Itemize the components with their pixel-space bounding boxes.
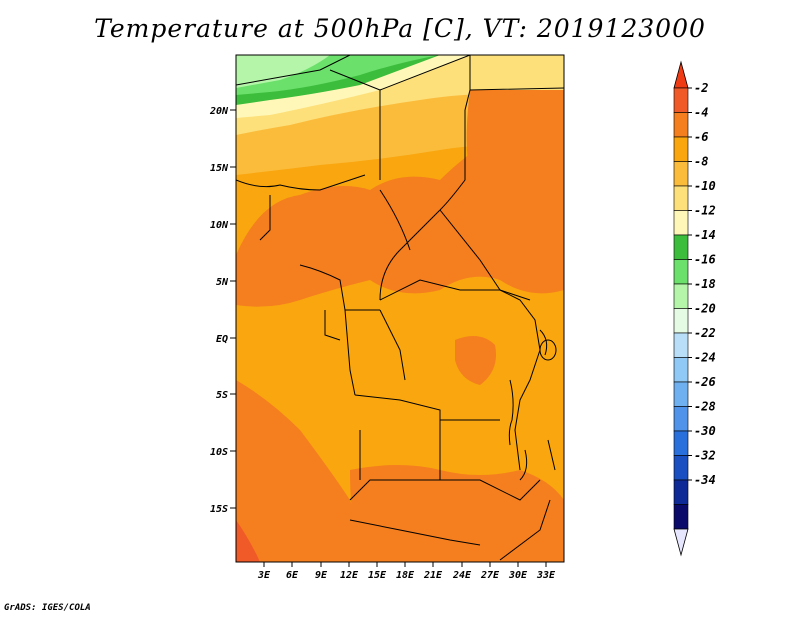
colorbar-swatch: [673, 308, 689, 334]
colorbar-top-arrow: [673, 60, 689, 89]
longitude-axis: 3E 6E 9E 12E 15E 18E 21E 24E 27E 30E 33E: [257, 562, 556, 581]
colorbar-label: -16: [694, 253, 716, 267]
colorbar-label: -20: [694, 302, 716, 316]
colorbar-swatch: [673, 332, 689, 358]
colorbar-label: -28: [694, 400, 716, 414]
lon-label-6e: 6E: [286, 570, 299, 581]
colorbar-swatch: [673, 283, 689, 309]
temperature-field: [236, 55, 564, 562]
lat-label-10n: 10N: [210, 220, 229, 231]
colorbar-label: -18: [694, 277, 716, 291]
colorbar-label: -6: [694, 130, 708, 144]
lon-label-21e: 21E: [423, 570, 443, 581]
colorbar-label: -12: [694, 204, 716, 218]
colorbar-label: -26: [694, 375, 716, 389]
colorbar-swatch: [673, 504, 689, 530]
colorbar-label: -32: [694, 449, 716, 463]
colorbar-swatch: [673, 161, 689, 187]
lon-label-30e: 30E: [508, 570, 528, 581]
colorbar-label: -24: [694, 351, 716, 365]
colorbar-label: -2: [694, 81, 708, 95]
lon-label-9e: 9E: [315, 570, 328, 581]
colorbar-swatch: [673, 406, 689, 432]
colorbar-label: -30: [694, 424, 716, 438]
colorbar-swatch: [673, 234, 689, 260]
map-title: Temperature at 500hPa [C], VT: 201912300…: [94, 14, 706, 43]
map-frame: [235, 54, 565, 563]
latitude-axis: 20N 15N 10N 5N EQ 5S 10S 15S: [209, 106, 236, 515]
colorbar-swatch: [673, 430, 689, 456]
lat-label-5n: 5N: [216, 277, 229, 288]
lat-label-15s: 15S: [210, 504, 228, 515]
colorbar: -2 -4 -6 -8 -10 -12 -14 -16 -18 -20 -22 -24 -26 -28 -3…: [673, 60, 716, 557]
lat-label-5s: 5S: [216, 390, 228, 401]
colorbar-swatch: [673, 185, 689, 211]
colorbar-label: -10: [694, 179, 716, 193]
lon-label-27e: 27E: [480, 570, 500, 581]
lat-label-20n: 20N: [209, 106, 229, 117]
colorbar-swatch: [673, 112, 689, 138]
colorbar-swatch: [673, 357, 689, 383]
colorbar-swatch: [673, 259, 689, 285]
colorbar-label: -8: [694, 155, 708, 169]
lon-label-12e: 12E: [340, 570, 359, 581]
colorbar-bottom-arrow: [673, 528, 689, 557]
lon-label-24e: 24E: [452, 570, 472, 581]
lon-label-18e: 18E: [396, 570, 415, 581]
lon-label-33e: 33E: [536, 570, 556, 581]
lat-label-15n: 15N: [210, 163, 229, 174]
lat-label-eq: EQ: [216, 334, 228, 345]
colorbar-label: -34: [694, 473, 716, 487]
colorbar-label: -22: [694, 326, 716, 340]
colorbar-swatch: [673, 455, 689, 481]
colorbar-label: -14: [694, 228, 716, 242]
colorbar-swatch: [673, 210, 689, 236]
lon-label-15e: 15E: [368, 570, 387, 581]
colorbar-label: -4: [694, 106, 708, 120]
colorbar-swatch: [673, 381, 689, 407]
grads-credit: GrADS: IGES/COLA: [4, 603, 91, 613]
country-borders: [236, 55, 564, 561]
colorbar-swatch: [673, 136, 689, 162]
colorbar-swatch: [673, 479, 689, 505]
lat-label-10s: 10S: [210, 447, 228, 458]
colorbar-swatch: [673, 87, 689, 113]
lon-label-3e: 3E: [257, 570, 271, 581]
lakes: [508, 329, 557, 481]
